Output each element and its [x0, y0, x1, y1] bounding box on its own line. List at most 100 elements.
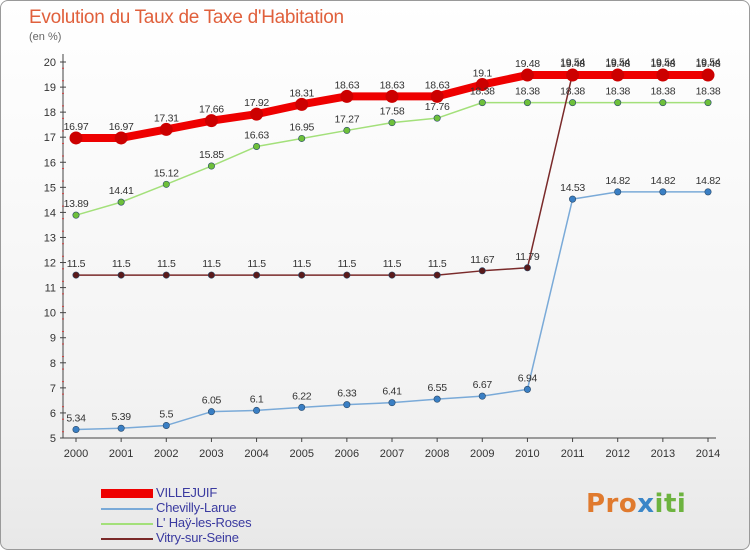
data-label-l-hay-les-roses: 16.63	[244, 129, 269, 141]
data-point-l-hay-les-roses	[388, 119, 396, 127]
data-point-vitry-sur-seine	[298, 271, 306, 279]
data-point-chevilly-larue	[659, 188, 667, 196]
data-label-vitry-sur-seine: 19.54	[650, 57, 675, 69]
data-point-villejuif	[114, 131, 128, 145]
data-label-l-hay-les-roses: 15.12	[154, 167, 179, 179]
data-label-villejuif: 17.31	[154, 112, 179, 124]
data-label-chevilly-larue: 14.82	[650, 175, 675, 187]
data-point-villejuif	[250, 107, 264, 121]
data-label-chevilly-larue: 5.5	[159, 408, 173, 420]
data-point-l-hay-les-roses	[523, 99, 531, 107]
data-label-vitry-sur-seine: 11.5	[157, 258, 176, 270]
data-point-villejuif	[295, 97, 309, 111]
data-label-villejuif: 19.48	[696, 58, 721, 70]
data-point-l-hay-les-roses	[72, 211, 80, 219]
data-point-vitry-sur-seine	[117, 271, 125, 279]
data-label-vitry-sur-seine: 19.54	[605, 57, 630, 69]
data-point-vitry-sur-seine	[72, 271, 80, 279]
data-label-vitry-sur-seine: 11.5	[428, 258, 447, 270]
data-point-villejuif	[69, 131, 83, 145]
data-point-chevilly-larue	[343, 401, 351, 409]
data-point-villejuif	[701, 68, 715, 82]
data-point-chevilly-larue	[388, 399, 396, 407]
data-point-l-hay-les-roses	[207, 162, 215, 170]
x-tick-label: 2005	[289, 448, 313, 460]
data-label-l-hay-les-roses: 18.38	[470, 86, 495, 98]
data-point-villejuif	[611, 68, 625, 82]
legend-item-vitry-sur-seine: Vitry-sur-Seine	[101, 530, 341, 546]
y-tick-label: 12	[44, 258, 56, 270]
y-tick-label: 11	[45, 283, 56, 295]
data-point-vitry-sur-seine	[478, 267, 486, 275]
x-tick-label: 2013	[651, 448, 675, 460]
axes: 5 6 7 8 9 10 11 12 13 14 15 16 17 18 19 20 2000 2001 2002 2…	[44, 54, 720, 460]
y-tick-label: 16	[44, 157, 56, 169]
data-point-l-hay-les-roses	[343, 126, 351, 134]
chart-subtitle: (en %)	[29, 31, 62, 43]
data-point-chevilly-larue	[704, 188, 712, 196]
data-point-l-hay-les-roses	[659, 99, 667, 107]
proxiti-logo: Proxiti	[586, 489, 686, 519]
legend: VILLEJUIF Chevilly-Larue L' Haÿ-les-Rose…	[101, 485, 341, 546]
data-point-chevilly-larue	[117, 424, 125, 432]
y-tick-label: 20	[44, 57, 56, 69]
data-label-villejuif: 19.48	[560, 58, 585, 70]
data-point-vitry-sur-seine	[343, 271, 351, 279]
data-label-vitry-sur-seine: 11.5	[247, 258, 266, 270]
x-tick-label: 2007	[380, 448, 404, 460]
data-label-chevilly-larue: 6.55	[428, 382, 448, 394]
data-label-villejuif: 18.63	[425, 79, 450, 91]
data-label-l-hay-les-roses: 13.89	[64, 198, 89, 210]
legend-item-lhay-les-roses: L' Haÿ-les-Roses	[101, 515, 341, 531]
data-point-l-hay-les-roses	[433, 114, 441, 122]
data-label-villejuif: 19.1	[473, 68, 493, 80]
data-label-chevilly-larue: 6.05	[202, 395, 222, 407]
data-point-villejuif	[159, 122, 173, 136]
data-point-chevilly-larue	[253, 406, 261, 414]
data-label-chevilly-larue: 6.67	[473, 379, 493, 391]
x-tick-label: 2010	[515, 448, 539, 460]
y-tick-label: 9	[50, 333, 56, 345]
data-labels: 16.97 16.97 17.31 17.66 17.92 18.31 18.63 18.63…	[64, 57, 722, 425]
x-tick-label: 2008	[425, 448, 449, 460]
data-label-l-hay-les-roses: 17.76	[425, 101, 450, 113]
data-label-l-hay-les-roses: 15.85	[199, 149, 224, 161]
y-tick-label: 14	[44, 207, 56, 219]
legend-swatch-chevilly-larue	[101, 508, 153, 510]
y-tick-label: 13	[44, 232, 56, 244]
data-label-chevilly-larue: 6.1	[250, 393, 264, 405]
logo-part-2: x	[637, 489, 655, 519]
data-label-villejuif: 19.48	[515, 58, 540, 70]
data-label-villejuif: 18.63	[380, 79, 405, 91]
data-label-vitry-sur-seine: 11.5	[292, 258, 311, 270]
x-tick-label: 2006	[335, 448, 359, 460]
y-tick-label: 7	[50, 383, 56, 395]
data-label-chevilly-larue: 6.22	[292, 390, 312, 402]
data-label-villejuif: 18.63	[334, 79, 359, 91]
data-label-l-hay-les-roses: 18.38	[696, 86, 721, 98]
data-label-villejuif: 19.48	[605, 58, 630, 70]
data-point-l-hay-les-roses	[117, 198, 125, 206]
legend-label-vitry-sur-seine: Vitry-sur-Seine	[156, 530, 239, 545]
x-tick-label: 2009	[470, 448, 494, 460]
data-point-villejuif	[475, 78, 489, 92]
data-point-chevilly-larue	[298, 403, 306, 411]
data-point-chevilly-larue	[72, 425, 80, 433]
data-label-vitry-sur-seine: 11.5	[67, 258, 86, 270]
data-label-chevilly-larue: 14.82	[605, 175, 630, 187]
data-point-villejuif	[520, 68, 534, 82]
data-point-vitry-sur-seine	[253, 271, 261, 279]
data-label-chevilly-larue: 5.39	[112, 411, 132, 423]
data-label-vitry-sur-seine: 11.5	[338, 258, 357, 270]
data-label-vitry-sur-seine: 11.5	[383, 258, 402, 270]
data-label-chevilly-larue: 6.41	[382, 386, 402, 398]
logo-part-1: Pro	[586, 489, 638, 519]
y-tick-label: 15	[44, 182, 56, 194]
data-point-villejuif	[385, 89, 399, 103]
data-label-l-hay-les-roses: 18.38	[605, 86, 630, 98]
data-point-villejuif	[430, 89, 444, 103]
y-tick-label: 10	[44, 308, 56, 320]
data-label-vitry-sur-seine: 11.67	[470, 254, 494, 266]
data-point-chevilly-larue	[433, 395, 441, 403]
